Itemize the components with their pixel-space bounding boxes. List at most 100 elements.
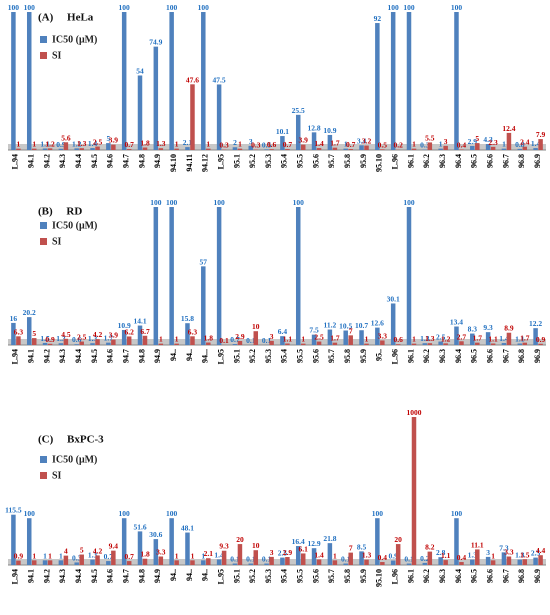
x-tick-label: 94.4: [74, 569, 83, 583]
x-tick-label: 96.8: [517, 569, 526, 583]
x-tick-label: 96.7: [501, 349, 510, 363]
x-tick-label: 94.1: [27, 154, 36, 168]
bar: [79, 341, 84, 345]
bar: [459, 562, 464, 565]
x-tick-label: 95.5: [296, 569, 305, 583]
bar: [522, 146, 528, 150]
value-label: 10.5: [339, 322, 352, 331]
baseline-band: [8, 559, 546, 565]
value-label: 3.3: [504, 547, 514, 556]
value-label: 10: [252, 322, 260, 331]
bar: [475, 549, 480, 565]
bar: [490, 146, 496, 150]
bar: [42, 560, 48, 565]
baseline-band: [8, 339, 546, 345]
x-tick-label: 95.1: [232, 154, 241, 168]
bar: [517, 343, 523, 345]
x-tick-label: 94.8: [137, 349, 146, 363]
bar: [538, 139, 543, 150]
x-tick-label: 95.1: [232, 349, 241, 363]
legend-label: SI: [52, 236, 62, 247]
value-label: 0.1: [246, 336, 256, 345]
bar: [74, 344, 79, 345]
value-label: 6.3: [188, 327, 198, 336]
bar: [126, 149, 132, 150]
legend-swatch: [40, 52, 47, 59]
value-label: 0.6: [393, 335, 403, 344]
value-label: 0.3: [219, 141, 229, 150]
value-label: 10.9: [323, 126, 336, 135]
value-label: 1.4: [499, 334, 509, 343]
value-label: 0.7: [346, 140, 356, 149]
value-label: 14.1: [133, 317, 146, 326]
x-tick-label: 94.3: [58, 569, 67, 583]
value-label: 16: [10, 314, 18, 323]
bar: [232, 563, 238, 565]
bar: [327, 329, 333, 345]
value-label: 100: [24, 3, 36, 12]
value-label: 47.6: [186, 75, 199, 84]
bar: [454, 12, 459, 150]
bar: [538, 343, 543, 345]
value-label: 21.8: [323, 534, 336, 543]
value-label: 100: [213, 198, 225, 207]
value-label: 1.7: [330, 334, 340, 343]
value-label: 2.5: [531, 549, 541, 558]
value-label: 100: [372, 509, 384, 518]
bar: [31, 560, 37, 565]
bar: [311, 132, 317, 150]
bar: [364, 145, 369, 150]
value-label: 0.9: [56, 140, 66, 149]
value-label: 3.4: [357, 136, 367, 145]
value-label: 0.8: [515, 140, 525, 149]
bar: [185, 147, 190, 150]
bar: [237, 544, 243, 565]
bar: [201, 560, 206, 565]
value-label: 6.2: [124, 327, 134, 336]
bar: [285, 557, 290, 565]
bar: [438, 148, 443, 150]
x-tick-label: L.94: [11, 569, 20, 584]
x-tick-label: L.96: [391, 154, 400, 169]
value-label: 100: [403, 3, 415, 12]
bar: [106, 342, 111, 345]
value-label: 100: [150, 198, 162, 207]
value-label: 0.9: [45, 335, 55, 344]
bar: [459, 341, 464, 345]
bar: [58, 560, 64, 565]
bar: [47, 148, 53, 150]
x-tick-label: 95.5: [296, 154, 305, 168]
value-label: 30.1: [387, 294, 400, 303]
value-label: 4: [64, 547, 68, 556]
value-label: 0.9: [536, 335, 546, 344]
x-tick-label: 94.2: [42, 349, 51, 363]
bar: [390, 560, 396, 565]
bar: [411, 417, 417, 565]
value-label: 0.9: [14, 552, 24, 561]
bar: [538, 555, 543, 565]
bar: [232, 147, 238, 150]
bar: [300, 343, 306, 345]
bar: [470, 333, 475, 345]
value-label: 3.9: [299, 136, 309, 145]
bar: [111, 339, 116, 345]
bar: [237, 148, 243, 150]
value-label: 1.3: [88, 551, 98, 560]
bar: [316, 148, 322, 150]
value-label: 2.3: [488, 138, 498, 147]
value-label: 1.5: [40, 334, 50, 343]
value-label: 1.7: [520, 334, 530, 343]
value-label: 4.3: [483, 135, 493, 144]
value-label: 8.2: [425, 543, 435, 552]
bar: [475, 143, 480, 150]
legend-label: IC50 (μM): [52, 220, 97, 231]
value-label: 0.1: [262, 336, 272, 345]
value-label: 0.7: [283, 140, 293, 149]
value-label: 12.6: [371, 319, 384, 328]
x-tick-label: 94.4: [74, 154, 83, 168]
x-tick-label: 94..: [169, 349, 178, 361]
value-label: 12.9: [307, 539, 320, 548]
x-tick-label: 96.7: [501, 569, 510, 583]
bar: [79, 148, 84, 150]
value-label: 1: [344, 140, 348, 149]
